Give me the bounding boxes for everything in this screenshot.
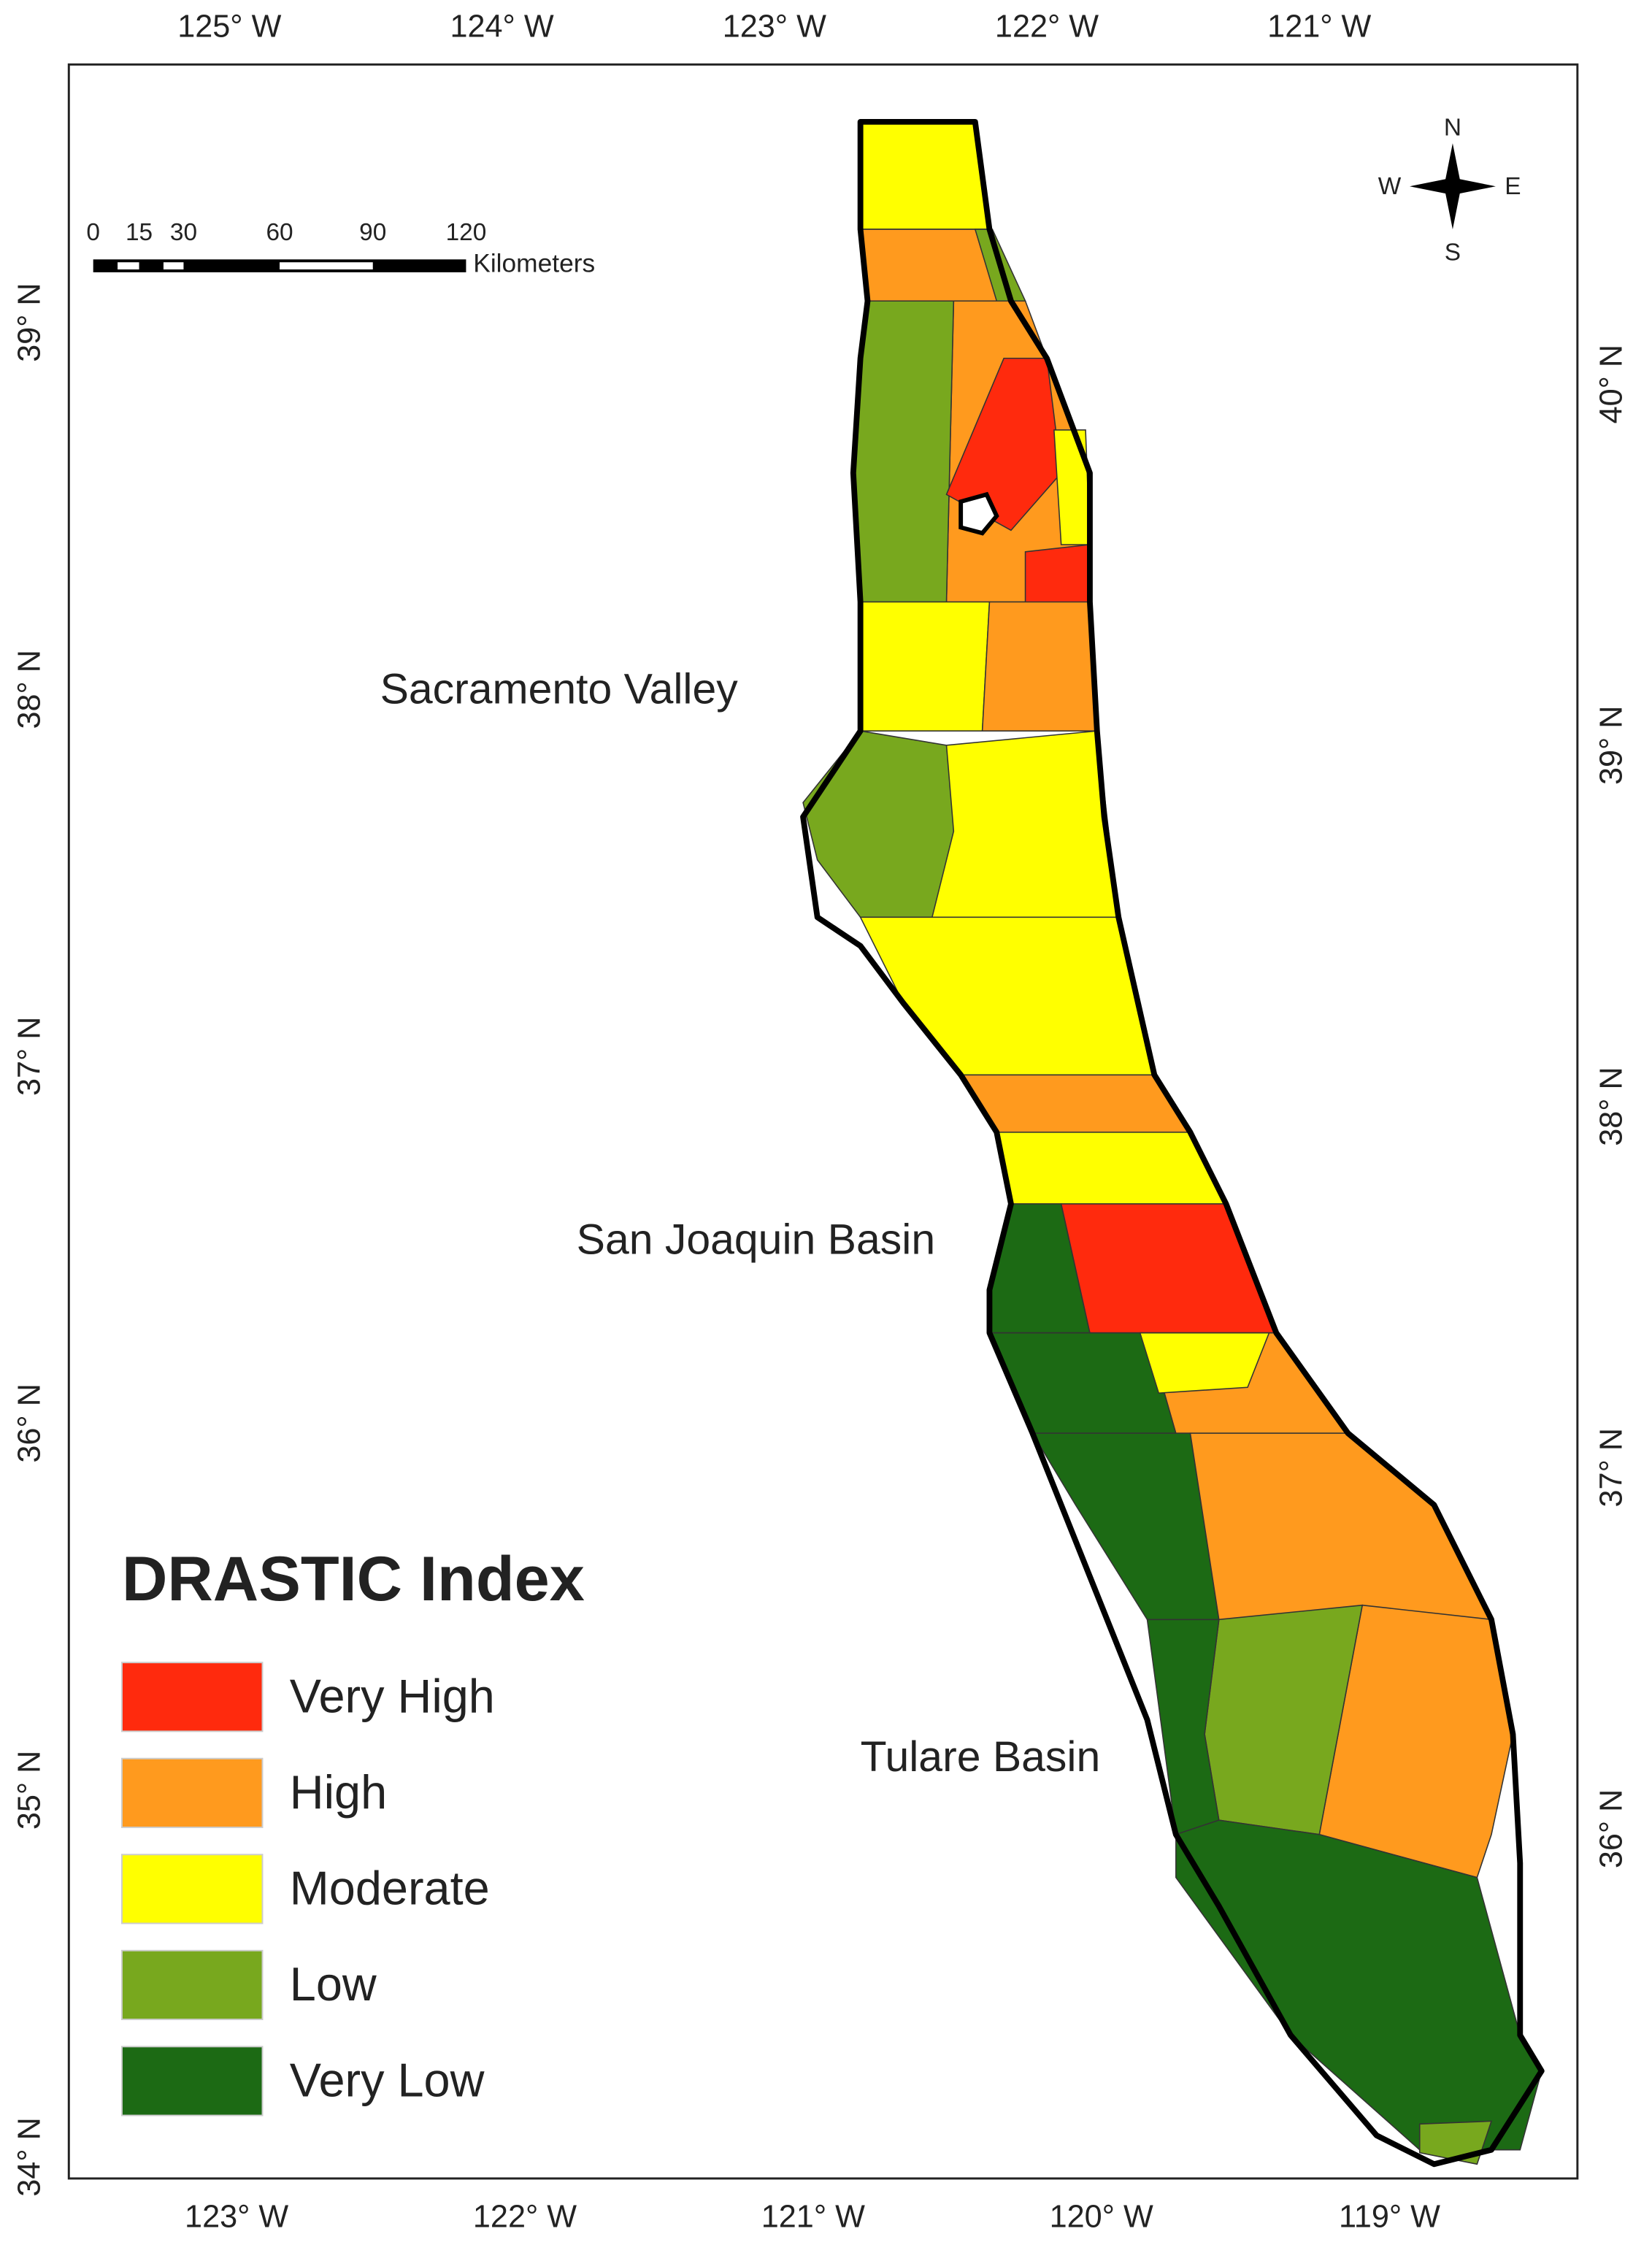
lon-label: 123° W [185,2199,288,2234]
lon-label: 123° W [723,9,826,45]
zone [1175,1819,1542,2151]
scale-label: 60 [266,219,293,246]
legend-label: Moderate [290,1861,490,1914]
zone [859,601,991,732]
compass: N S E W [1378,114,1521,266]
lat-label: 39° N [1594,706,1629,785]
scale-label: 15 [126,219,153,246]
legend-label: Very High [290,1669,495,1722]
zone [945,357,1062,531]
lat-label: 37° N [1594,1428,1629,1507]
lat-label: 38° N [12,650,47,729]
hole [958,491,999,536]
lon-label: 120° W [1050,2199,1153,2234]
lon-label: 122° W [473,2199,577,2234]
zone [981,601,1098,732]
scale-bar-body [93,259,466,272]
compass-label: N [1444,114,1461,141]
region-label: Sacramento Valley [380,666,739,713]
scale-bar-segment [280,262,373,270]
lat-label: 35° N [12,1751,47,1830]
scale-label: 90 [359,219,386,246]
lon-label: 119° W [1339,2199,1440,2234]
region-label: San Joaquin Basin [577,1216,935,1264]
legend-swatch [120,1662,264,1732]
scale-bar-segment [163,262,184,270]
legend-label: High [290,1765,387,1819]
lon-label: 122° W [995,9,1099,45]
scale-bar-segment [118,262,139,270]
lon-label: 125° W [177,9,281,45]
compass-label: E [1505,173,1521,200]
legend-label: Low [290,1957,377,2011]
legend-swatch [120,2046,264,2116]
compass-needle [1410,177,1496,195]
legend-swatch [120,1757,264,1828]
lat-label: 40° N [1594,345,1629,423]
zone [1146,1619,1220,1835]
lat-label: 37° N [12,1017,47,1096]
legend-swatch [120,1854,264,1924]
region-label: Tulare Basin [861,1733,1101,1781]
lat-label: 39° N [12,283,47,361]
scale-label: 0 [86,219,100,246]
zone [931,730,1120,918]
lon-label: 121° W [1267,9,1371,45]
legend-swatch [120,1949,264,2020]
lon-label: 124° W [450,9,553,45]
zone [959,1074,1191,1133]
zone [1139,1332,1270,1394]
drastic-zones [800,118,1545,2168]
zone [859,121,991,230]
legend-title: DRASTIC Index [122,1544,585,1614]
lon-label: 121° W [761,2199,865,2234]
compass-label: W [1378,173,1402,200]
scale-label: 30 [170,219,197,246]
lat-label: 36° N [1594,1789,1629,1868]
legend-label: Very Low [290,2053,485,2106]
lat-label: 34° N [12,2117,47,2196]
scale-unit: Kilometers [473,250,595,278]
scale-label: 120 [446,219,487,246]
scale-bar: Kilometers [93,250,595,278]
lat-label: 36° N [12,1383,47,1462]
lat-label: 38° N [1594,1067,1629,1145]
basin-outline [800,118,1545,2168]
zone [853,300,955,603]
compass-label: S [1445,239,1461,266]
zone [996,1132,1227,1205]
